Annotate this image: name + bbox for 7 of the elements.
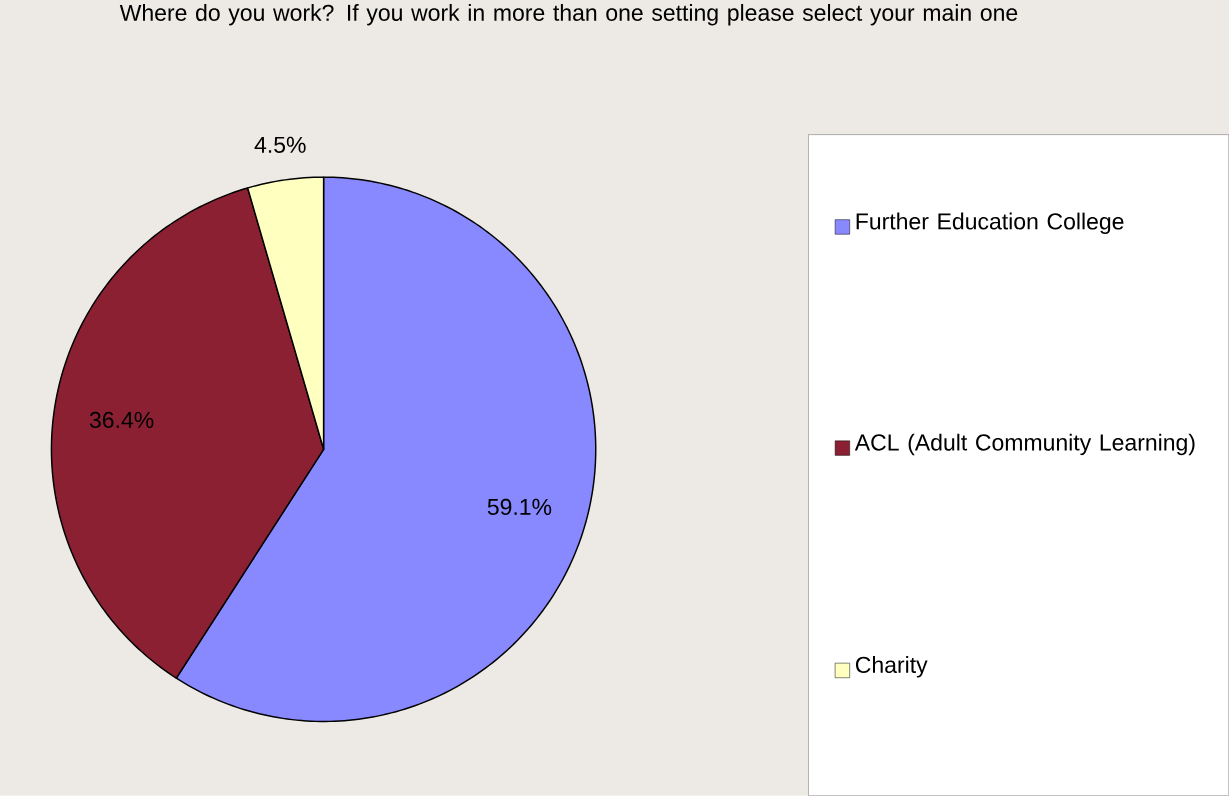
legend-label: Further Education College	[856, 212, 1124, 235]
legend-label: Charity	[855, 656, 928, 678]
chart-title: Where do you work? If you work in more than one setting please select your main one	[119, 4, 1018, 26]
legend-label: ACL (Adult Community Learning)	[854, 433, 1195, 456]
data-label: 36.4%	[89, 411, 154, 429]
data-label: 59.1%	[487, 498, 552, 516]
data-label: 4.5%	[254, 136, 306, 154]
